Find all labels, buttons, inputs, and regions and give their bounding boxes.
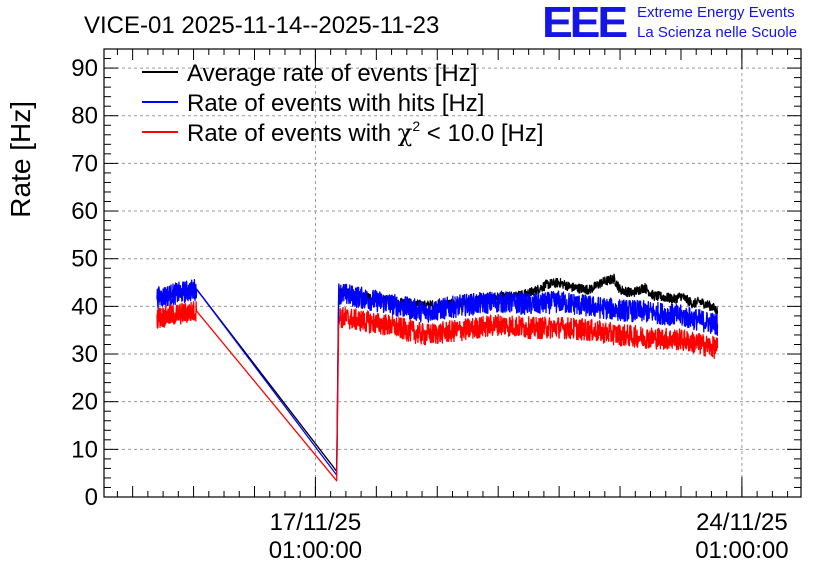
y-axis-label: Rate [Hz] [5,101,36,218]
legend-label-hits: Rate of events with hits [Hz] [187,90,484,117]
series-line-2 [156,279,719,476]
legend-label-chi2: Rate of events with χ2 < 10.0 [Hz] [187,118,544,147]
series-layer [156,273,719,482]
y-tick-label: 40 [71,293,98,320]
y-tick-label: 20 [71,389,98,416]
x-tick-label-time: 01:00:00 [695,537,788,564]
y-tick-label: 90 [71,55,98,82]
eee-logo-mark: EEE [542,0,628,47]
x-tick-label-date: 24/11/25 [696,509,788,536]
y-tick-label: 60 [71,198,98,225]
series-line-3 [156,301,719,482]
y-tick-label: 70 [71,150,98,177]
y-tick-label: 10 [71,436,98,463]
y-tick-label: 0 [85,484,98,511]
x-tick-label-date: 17/11/25 [270,509,362,536]
y-tick-label: 30 [71,341,98,368]
y-axis: 0 10 20 30 40 50 60 70 80 90 [71,55,801,511]
logo-line-1: Extreme Energy Events [637,4,795,21]
legend-label-average: Average rate of events [Hz] [187,60,477,87]
y-tick-label: 50 [71,246,98,273]
y-tick-label: 80 [71,103,98,130]
x-tick-label-time: 01:00:00 [269,537,362,564]
logo-line-2: La Scienza nelle Scuole [637,24,798,41]
legend: Average rate of events [Hz] Rate of even… [142,60,544,147]
eee-logo: EEE Extreme Energy Events La Scienza nel… [542,0,832,47]
chart-title: VICE-01 2025-11-14--2025-11-23 [84,12,439,39]
